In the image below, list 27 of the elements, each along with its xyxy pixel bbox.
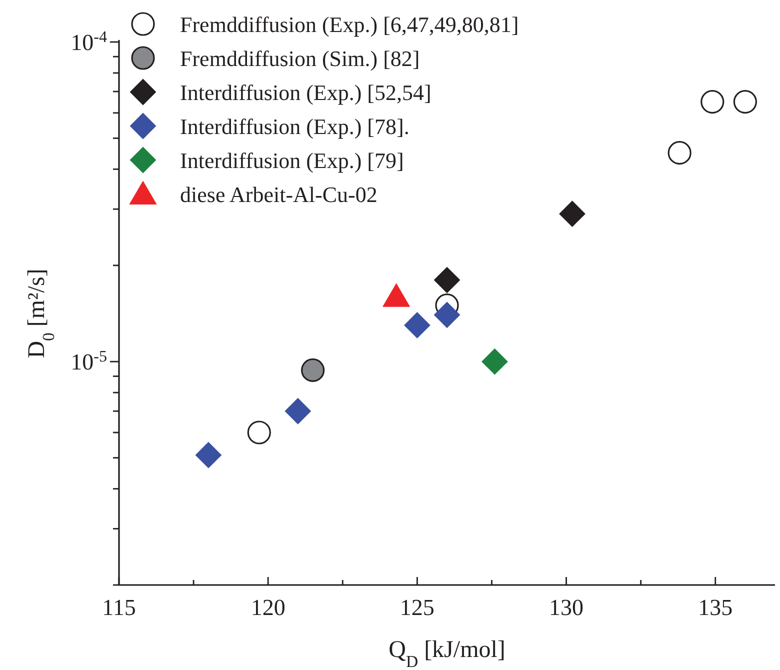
point xyxy=(733,90,757,114)
point xyxy=(301,358,325,382)
legend-label: Fremddiffusion (Exp.) [6,47,49,80,81] xyxy=(180,12,519,37)
legend-label: Fremddiffusion (Sim.) [82] xyxy=(180,46,420,71)
point xyxy=(700,90,724,114)
point xyxy=(434,266,460,294)
legend-label: Interdiffusion (Exp.) [78]. xyxy=(180,114,410,139)
legend-label: diese Arbeit-Al-Cu-02 xyxy=(180,182,378,207)
legend-label: Interdiffusion (Exp.) [79] xyxy=(180,148,404,173)
x-tick-label: 115 xyxy=(102,595,136,620)
point xyxy=(247,420,271,444)
y-tick-label: 10$^{-5}$ xyxy=(70,348,107,375)
point xyxy=(482,348,508,375)
point xyxy=(559,200,586,228)
x-tick-label: 125 xyxy=(400,595,434,620)
point xyxy=(382,283,410,307)
y-tick-label: 10$^{-4}$ xyxy=(70,28,107,55)
point xyxy=(284,398,312,424)
point xyxy=(668,141,692,165)
point xyxy=(434,302,460,328)
x-tick-label: 130 xyxy=(549,595,584,620)
point xyxy=(404,312,430,338)
point xyxy=(195,442,222,468)
x-tick-label: 120 xyxy=(250,595,286,620)
legend-label: Interdiffusion (Exp.) [52,54] xyxy=(180,80,432,105)
x-axis-title: Q$_{D}$ [kJ/mol] xyxy=(388,637,506,670)
x-tick-label: 135 xyxy=(698,595,733,620)
